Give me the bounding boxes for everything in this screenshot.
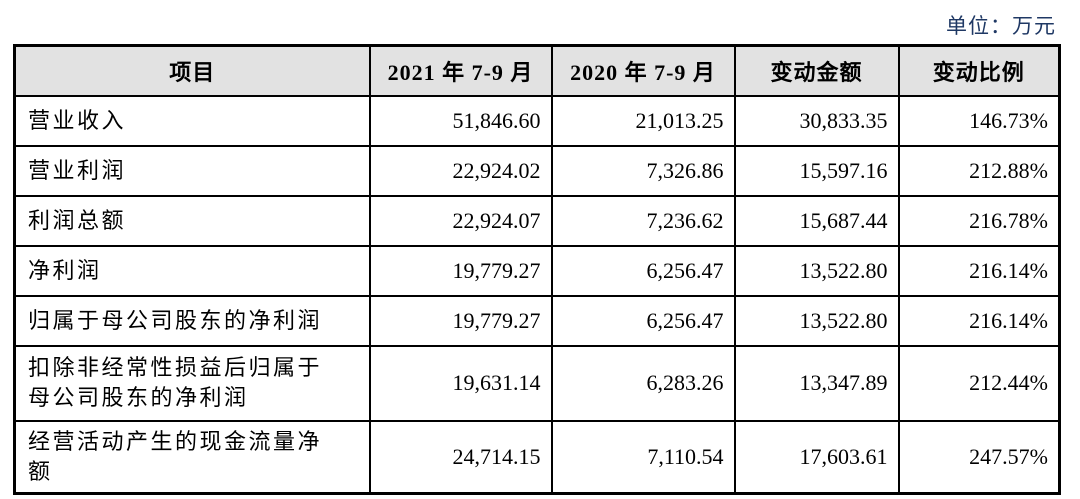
item-name-cell: 扣除非经常性损益后归属于母公司股东的净利润 <box>13 344 371 422</box>
table-row: 净利润 19,779.27 6,256.47 13,522.80 216.14% <box>13 244 1061 297</box>
value-2021-cell: 22,924.02 <box>368 144 553 197</box>
item-name-cell: 利润总额 <box>13 194 371 247</box>
value-2020-cell: 7,110.54 <box>550 419 736 495</box>
value-2021-cell: 19,779.27 <box>368 294 553 347</box>
item-name-cell: 经营活动产生的现金流量净额 <box>13 419 371 495</box>
value-2020-cell: 21,013.25 <box>550 94 736 147</box>
column-header-2021-jul-sep: 2021 年 7-9 月 <box>368 44 553 97</box>
value-2020-cell: 7,326.86 <box>550 144 736 197</box>
table-row: 归属于母公司股东的净利润 19,779.27 6,256.47 13,522.8… <box>13 294 1061 347</box>
table-row: 经营活动产生的现金流量净额 24,714.15 7,110.54 17,603.… <box>13 419 1061 495</box>
unit-label: 单位：万元 <box>946 14 1056 38</box>
change-ratio-cell: 212.88% <box>897 144 1061 197</box>
change-ratio-cell: 216.78% <box>897 194 1061 247</box>
value-2021-cell: 19,779.27 <box>368 244 553 297</box>
item-name-cell: 营业利润 <box>13 144 371 197</box>
value-2021-cell: 19,631.14 <box>368 344 553 422</box>
table-row: 扣除非经常性损益后归属于母公司股东的净利润 19,631.14 6,283.26… <box>13 344 1061 422</box>
value-2020-cell: 7,236.62 <box>550 194 736 247</box>
item-name-cell: 净利润 <box>13 244 371 297</box>
value-2020-cell: 6,256.47 <box>550 244 736 297</box>
column-header-item: 项目 <box>13 44 371 97</box>
change-amount-cell: 17,603.61 <box>733 419 900 495</box>
value-2021-cell: 24,714.15 <box>368 419 553 495</box>
value-2021-cell: 22,924.07 <box>368 194 553 247</box>
table-row: 营业利润 22,924.02 7,326.86 15,597.16 212.88… <box>13 144 1061 197</box>
column-header-change-ratio: 变动比例 <box>897 44 1061 97</box>
change-amount-cell: 13,522.80 <box>733 244 900 297</box>
column-header-change-amount: 变动金额 <box>733 44 900 97</box>
value-2020-cell: 6,256.47 <box>550 294 736 347</box>
table-row: 营业收入 51,846.60 21,013.25 30,833.35 146.7… <box>13 94 1061 147</box>
change-amount-cell: 30,833.35 <box>733 94 900 147</box>
financial-comparison-table: 项目 2021 年 7-9 月 2020 年 7-9 月 变动金额 变动比例 营… <box>13 44 1061 495</box>
change-ratio-cell: 247.57% <box>897 419 1061 495</box>
change-ratio-cell: 216.14% <box>897 294 1061 347</box>
value-2021-cell: 51,846.60 <box>368 94 553 147</box>
change-ratio-cell: 216.14% <box>897 244 1061 297</box>
change-amount-cell: 13,522.80 <box>733 294 900 347</box>
change-amount-cell: 15,687.44 <box>733 194 900 247</box>
table-header-row: 项目 2021 年 7-9 月 2020 年 7-9 月 变动金额 变动比例 <box>13 44 1061 97</box>
change-amount-cell: 13,347.89 <box>733 344 900 422</box>
change-ratio-cell: 212.44% <box>897 344 1061 422</box>
item-name-cell: 归属于母公司股东的净利润 <box>13 294 371 347</box>
column-header-2020-jul-sep: 2020 年 7-9 月 <box>550 44 736 97</box>
change-amount-cell: 15,597.16 <box>733 144 900 197</box>
value-2020-cell: 6,283.26 <box>550 344 736 422</box>
table-body: 营业收入 51,846.60 21,013.25 30,833.35 146.7… <box>13 94 1061 495</box>
change-ratio-cell: 146.73% <box>897 94 1061 147</box>
table-row: 利润总额 22,924.07 7,236.62 15,687.44 216.78… <box>13 194 1061 247</box>
item-name-cell: 营业收入 <box>13 94 371 147</box>
